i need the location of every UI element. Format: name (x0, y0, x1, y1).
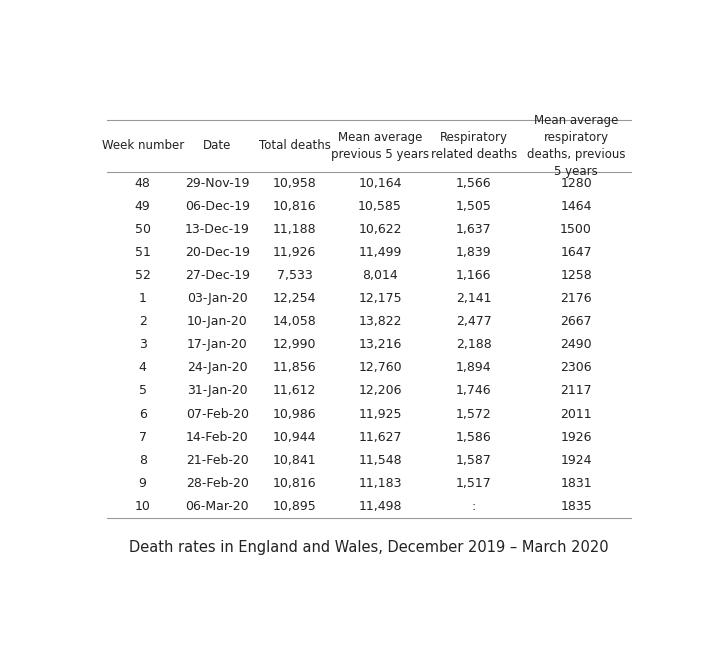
Text: 2306: 2306 (560, 361, 592, 375)
Text: 2490: 2490 (560, 339, 592, 351)
Text: 2011: 2011 (560, 408, 592, 421)
Text: 1: 1 (139, 292, 147, 306)
Text: 51: 51 (135, 246, 150, 259)
Text: 9: 9 (139, 477, 147, 490)
Text: 11,188: 11,188 (273, 223, 316, 236)
Text: 11,925: 11,925 (359, 408, 402, 421)
Text: 1500: 1500 (560, 223, 592, 236)
Text: 3: 3 (139, 339, 147, 351)
Text: Death rates in England and Wales, December 2019 – March 2020: Death rates in England and Wales, Decemb… (129, 540, 609, 555)
Text: 2,188: 2,188 (456, 339, 492, 351)
Text: 8,014: 8,014 (362, 269, 398, 282)
Text: 49: 49 (135, 200, 150, 213)
Text: 10,622: 10,622 (359, 223, 402, 236)
Text: 03-Jan-20: 03-Jan-20 (186, 292, 248, 306)
Text: 4: 4 (139, 361, 147, 375)
Text: 12,990: 12,990 (273, 339, 316, 351)
Text: Mean average
previous 5 years: Mean average previous 5 years (331, 131, 429, 161)
Text: 21-Feb-20: 21-Feb-20 (186, 453, 248, 466)
Text: Respiratory
related deaths: Respiratory related deaths (431, 131, 517, 161)
Text: 10: 10 (135, 500, 150, 513)
Text: 10-Jan-20: 10-Jan-20 (186, 315, 248, 328)
Text: 10,986: 10,986 (273, 408, 316, 421)
Text: 2117: 2117 (560, 384, 592, 397)
Text: 5: 5 (139, 384, 147, 397)
Text: 1,894: 1,894 (456, 361, 492, 375)
Text: 1,572: 1,572 (456, 408, 492, 421)
Text: 12,206: 12,206 (359, 384, 402, 397)
Text: 17-Jan-20: 17-Jan-20 (186, 339, 248, 351)
Text: 10,816: 10,816 (273, 200, 316, 213)
Text: 6: 6 (139, 408, 147, 421)
Text: Mean average
respiratory
deaths, previous
5 years: Mean average respiratory deaths, previou… (527, 114, 625, 178)
Text: 10,816: 10,816 (273, 477, 316, 490)
Text: 31-Jan-20: 31-Jan-20 (187, 384, 248, 397)
Text: 11,612: 11,612 (273, 384, 316, 397)
Text: 06-Mar-20: 06-Mar-20 (185, 500, 249, 513)
Text: 28-Feb-20: 28-Feb-20 (186, 477, 248, 490)
Text: 10,895: 10,895 (273, 500, 316, 513)
Text: 7: 7 (139, 431, 147, 444)
Text: 1647: 1647 (560, 246, 592, 259)
Text: Total deaths: Total deaths (258, 140, 330, 152)
Text: 13-Dec-19: 13-Dec-19 (185, 223, 250, 236)
Text: 1924: 1924 (560, 453, 592, 466)
Text: 12,254: 12,254 (273, 292, 316, 306)
Text: 10,944: 10,944 (273, 431, 316, 444)
Text: :: : (472, 500, 476, 513)
Text: 29-Nov-19: 29-Nov-19 (185, 177, 249, 190)
Text: 11,627: 11,627 (359, 431, 402, 444)
Text: 14-Feb-20: 14-Feb-20 (186, 431, 248, 444)
Text: 1,505: 1,505 (456, 200, 492, 213)
Text: 1,746: 1,746 (456, 384, 492, 397)
Text: 06-Dec-19: 06-Dec-19 (184, 200, 250, 213)
Text: 1258: 1258 (560, 269, 592, 282)
Text: Week number: Week number (102, 140, 184, 152)
Text: 27-Dec-19: 27-Dec-19 (184, 269, 250, 282)
Text: 1,166: 1,166 (456, 269, 492, 282)
Text: 1,587: 1,587 (456, 453, 492, 466)
Text: 10,164: 10,164 (359, 177, 402, 190)
Text: 52: 52 (135, 269, 150, 282)
Text: 1926: 1926 (560, 431, 592, 444)
Text: 12,760: 12,760 (359, 361, 402, 375)
Text: 1835: 1835 (560, 500, 592, 513)
Text: 24-Jan-20: 24-Jan-20 (187, 361, 248, 375)
Text: 10,958: 10,958 (273, 177, 316, 190)
Text: 12,175: 12,175 (359, 292, 402, 306)
Text: 1,517: 1,517 (456, 477, 492, 490)
Text: 11,548: 11,548 (359, 453, 402, 466)
Text: 2: 2 (139, 315, 147, 328)
Text: 1,586: 1,586 (456, 431, 492, 444)
Text: 13,822: 13,822 (359, 315, 402, 328)
Text: 11,856: 11,856 (273, 361, 316, 375)
Text: 2667: 2667 (560, 315, 592, 328)
Text: 10,585: 10,585 (358, 200, 402, 213)
Text: 11,183: 11,183 (359, 477, 402, 490)
Text: 1,637: 1,637 (456, 223, 492, 236)
Text: 1464: 1464 (560, 200, 592, 213)
Text: 7,533: 7,533 (276, 269, 312, 282)
Text: 48: 48 (135, 177, 150, 190)
Text: 11,499: 11,499 (359, 246, 402, 259)
Text: 10,841: 10,841 (273, 453, 316, 466)
Text: Date: Date (203, 140, 231, 152)
Text: 1,566: 1,566 (456, 177, 492, 190)
Text: 07-Feb-20: 07-Feb-20 (186, 408, 248, 421)
Text: 11,926: 11,926 (273, 246, 316, 259)
Text: 2,477: 2,477 (456, 315, 492, 328)
Text: 1280: 1280 (560, 177, 592, 190)
Text: 2176: 2176 (560, 292, 592, 306)
Text: 50: 50 (135, 223, 150, 236)
Text: 1,839: 1,839 (456, 246, 492, 259)
Text: 20-Dec-19: 20-Dec-19 (184, 246, 250, 259)
Text: 8: 8 (139, 453, 147, 466)
Text: 11,498: 11,498 (359, 500, 402, 513)
Text: 2,141: 2,141 (456, 292, 492, 306)
Text: 13,216: 13,216 (359, 339, 402, 351)
Text: 14,058: 14,058 (273, 315, 316, 328)
Text: 1831: 1831 (560, 477, 592, 490)
